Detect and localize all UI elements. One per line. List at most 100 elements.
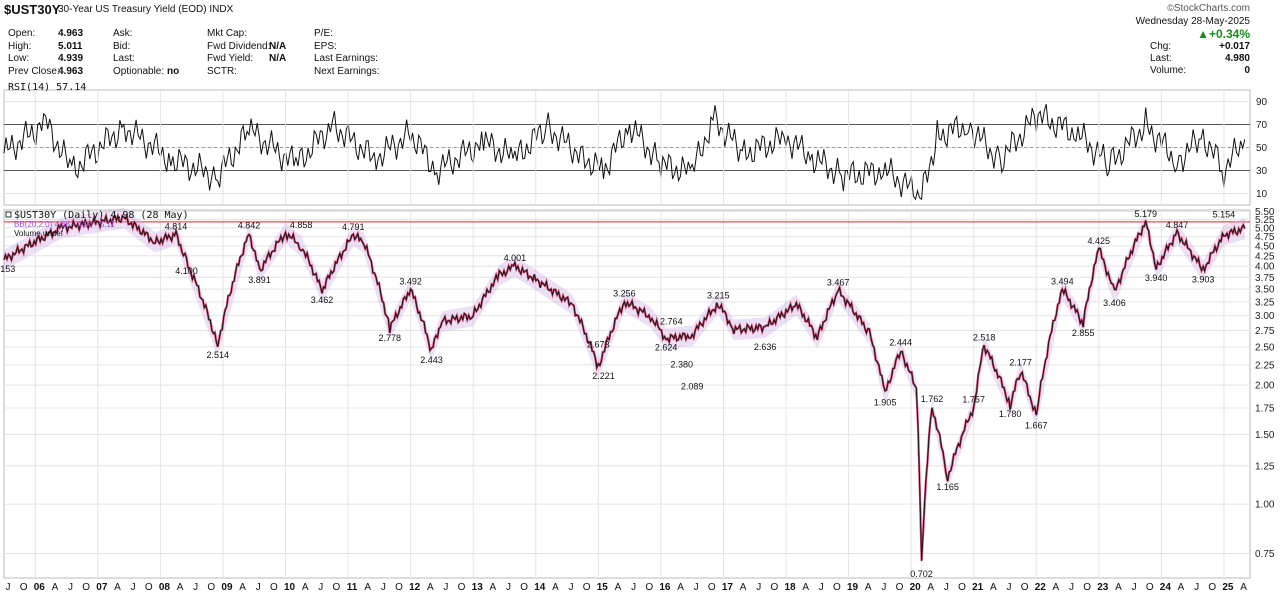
quote-row: Volume: 0 <box>1090 65 1250 77</box>
price-annotation: 0.702 <box>910 569 933 579</box>
rsi-tick-label: 10 <box>1256 189 1268 200</box>
price-panel: 0.75 1.00 1.25 1.50 1.75 2.00 2.25 2.50 2.75 3.00… <box>0 207 1275 579</box>
quote-row: Last: <box>113 53 188 66</box>
x-tick-label: J <box>318 582 323 593</box>
quote-value: no <box>167 65 180 77</box>
symbol[interactable]: $UST30Y <box>4 2 61 17</box>
quote-value: 4.963 <box>58 28 84 39</box>
description-text: 30-Year US Treasury Yield (EOD) <box>58 4 207 15</box>
quote-value: 4.980 <box>1224 53 1250 64</box>
price-tick-label: 4.25 <box>1255 251 1275 262</box>
x-tick-label: A <box>302 582 309 593</box>
rsi-panel: 10 30 50 70 90 RSI(14) 57.14 <box>3 82 1268 206</box>
x-tick-label: A <box>677 582 684 593</box>
price-annotation: 1.905 <box>874 397 897 407</box>
price-annotation: 4.842 <box>238 220 261 230</box>
brand-logo[interactable]: ©StockCharts.com <box>1167 3 1250 14</box>
x-tick-label: O <box>395 582 403 593</box>
x-tick-label: 11 <box>347 582 358 593</box>
x-tick-label: 15 <box>597 582 609 593</box>
quote-row: Mkt Cap: <box>207 28 307 41</box>
quote-label: Last: <box>1150 53 1172 64</box>
x-tick-label: J <box>68 582 73 593</box>
quote-label: Low: <box>8 53 30 65</box>
x-tick-label: O <box>770 582 778 593</box>
x-tick-label: 23 <box>1097 582 1109 593</box>
x-tick-label: 12 <box>409 582 421 593</box>
quote-label: High: <box>8 40 32 52</box>
quote-label: Fwd Yield: <box>207 53 254 65</box>
quote-label: Bid: <box>113 40 131 52</box>
price-tick-label: 2.00 <box>1255 381 1275 392</box>
x-tick-label: J <box>6 582 11 593</box>
quote-right-rows: Chg: +0.017 Last: 4.980 Volume: 0 <box>1090 41 1250 77</box>
price-annotation: 4.791 <box>342 222 365 232</box>
quote-value: +0.017 <box>1219 41 1250 52</box>
x-tick-label: 07 <box>96 582 108 593</box>
price-tick-label: 2.75 <box>1255 326 1275 337</box>
price-tick-label: 1.50 <box>1255 430 1275 441</box>
x-tick-label: O <box>520 582 528 593</box>
price-tick-label: 2.50 <box>1255 342 1275 353</box>
x-tick-label: A <box>865 582 872 593</box>
x-tick-label: 22 <box>1035 582 1047 593</box>
legend-entry: $UST30Y (Daily) 4.98 (28 May) <box>14 210 189 221</box>
x-tick-label: O <box>1208 582 1216 593</box>
quote-label: SCTR: <box>207 65 237 77</box>
quote-col-2: Ask: Bid: Last: Optionable: no <box>113 28 188 78</box>
quote-label: Volume: <box>1150 65 1187 76</box>
quote-row: Open: 4.963 <box>8 28 108 41</box>
x-tick-label: J <box>506 582 511 593</box>
price-annotation: 3.406 <box>1103 298 1126 308</box>
x-tick-label: 18 <box>784 582 796 593</box>
x-tick-label: J <box>631 582 636 593</box>
x-tick-label: J <box>381 582 386 593</box>
x-tick-label: O <box>20 582 28 593</box>
price-annotation: 5.154 <box>1213 210 1236 220</box>
quote-label: Last: <box>113 53 135 65</box>
price-annotation: 2.380 <box>670 359 693 369</box>
rsi-tick-label: 90 <box>1256 97 1268 108</box>
price-annotation: 2.221 <box>592 371 615 381</box>
x-tick-label: O <box>1146 582 1154 593</box>
x-tick-label: 08 <box>159 582 171 593</box>
quote-value: 4.963 <box>58 65 84 77</box>
quote-row: High: 5.011 <box>8 41 108 54</box>
x-tick-label: O <box>270 582 278 593</box>
quote-row: Optionable: no <box>113 66 188 79</box>
price-annotation: 2.177 <box>1009 358 1032 368</box>
exchange: INDX <box>209 4 234 15</box>
x-tick-label: O <box>82 582 90 593</box>
x-axis: J O 06 A J O 07 A J O 08 A J O 09 A J O 10 A J O 11 A J O 12 A J O 13 A… <box>6 582 1248 593</box>
quote-header: $UST30Y 30-Year US Treasury Yield (EOD) … <box>0 0 1280 80</box>
up-arrow-icon: ▲ <box>1197 27 1209 41</box>
rsi-legend-label: RSI(14) 57.14 <box>8 82 86 93</box>
quote-row: Fwd Dividend: N/A <box>207 41 307 54</box>
x-tick-label: A <box>1115 582 1122 593</box>
quote-label: Ask: <box>113 28 133 39</box>
x-tick-label: J <box>819 582 824 593</box>
x-tick-label: O <box>207 582 215 593</box>
legend-swatch <box>5 211 12 218</box>
price-annotation: 2.636 <box>754 342 777 352</box>
quote-value: 5.011 <box>58 40 83 52</box>
rsi-tick-label: 70 <box>1256 120 1268 131</box>
x-tick-label: O <box>645 582 653 593</box>
price-annotation: 2.855 <box>1072 328 1095 338</box>
price-tick-label: 4.75 <box>1255 232 1275 243</box>
price-frame <box>3 209 1251 579</box>
x-tick-label: 14 <box>534 582 546 593</box>
price-tick-label: 4.00 <box>1255 262 1275 273</box>
x-tick-label: J <box>256 582 261 593</box>
x-tick-label: O <box>1083 582 1091 593</box>
price-annotation: 4.858 <box>290 220 313 230</box>
price-annotation: 1.757 <box>962 394 985 404</box>
x-tick-label: O <box>458 582 466 593</box>
price-tick-label: 4.50 <box>1255 241 1275 252</box>
x-tick-label: 25 <box>1222 582 1234 593</box>
price-annotation: 4.100 <box>175 266 198 276</box>
quote-row: Chg: +0.017 <box>1090 41 1250 53</box>
x-tick-label: O <box>958 582 966 593</box>
quote-row: Bid: <box>113 41 188 54</box>
